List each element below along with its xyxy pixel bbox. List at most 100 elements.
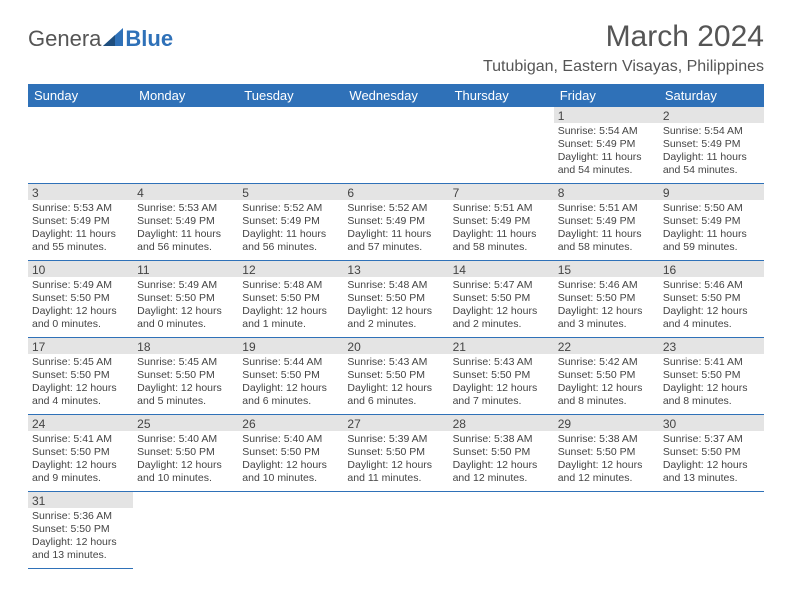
calendar-cell: 28Sunrise: 5:38 AMSunset: 5:50 PMDayligh… (449, 415, 554, 492)
sunset-text: Sunset: 5:50 PM (32, 523, 129, 536)
day-details: Sunrise: 5:36 AMSunset: 5:50 PMDaylight:… (28, 508, 133, 568)
calendar-cell: 16Sunrise: 5:46 AMSunset: 5:50 PMDayligh… (659, 261, 764, 338)
calendar-cell: 26Sunrise: 5:40 AMSunset: 5:50 PMDayligh… (238, 415, 343, 492)
sunset-text: Sunset: 5:50 PM (137, 369, 234, 382)
sunrise-text: Sunrise: 5:45 AM (32, 356, 129, 369)
sunset-text: Sunset: 5:49 PM (663, 215, 760, 228)
daylight-text: Daylight: 12 hours and 5 minutes. (137, 382, 234, 408)
calendar-cell: 10Sunrise: 5:49 AMSunset: 5:50 PMDayligh… (28, 261, 133, 338)
day-details: Sunrise: 5:53 AMSunset: 5:49 PMDaylight:… (28, 200, 133, 260)
page-title: March 2024 (483, 20, 764, 54)
sunrise-text: Sunrise: 5:40 AM (242, 433, 339, 446)
calendar-cell (133, 492, 238, 569)
sunrise-text: Sunrise: 5:52 AM (242, 202, 339, 215)
sunset-text: Sunset: 5:50 PM (242, 292, 339, 305)
day-details: Sunrise: 5:54 AMSunset: 5:49 PMDaylight:… (659, 123, 764, 183)
day-details: Sunrise: 5:40 AMSunset: 5:50 PMDaylight:… (238, 431, 343, 491)
daylight-text: Daylight: 12 hours and 1 minute. (242, 305, 339, 331)
daylight-text: Daylight: 11 hours and 56 minutes. (137, 228, 234, 254)
calendar-week-row: 1Sunrise: 5:54 AMSunset: 5:49 PMDaylight… (28, 107, 764, 184)
day-number: 2 (659, 107, 764, 123)
sunrise-text: Sunrise: 5:47 AM (453, 279, 550, 292)
calendar-cell: 3Sunrise: 5:53 AMSunset: 5:49 PMDaylight… (28, 184, 133, 261)
day-number: 29 (554, 415, 659, 431)
sunrise-text: Sunrise: 5:38 AM (558, 433, 655, 446)
sunrise-text: Sunrise: 5:36 AM (32, 510, 129, 523)
calendar-cell: 22Sunrise: 5:42 AMSunset: 5:50 PMDayligh… (554, 338, 659, 415)
sunrise-text: Sunrise: 5:46 AM (558, 279, 655, 292)
day-details: Sunrise: 5:41 AMSunset: 5:50 PMDaylight:… (659, 354, 764, 414)
calendar-week-row: 3Sunrise: 5:53 AMSunset: 5:49 PMDaylight… (28, 184, 764, 261)
sunset-text: Sunset: 5:50 PM (558, 369, 655, 382)
day-number: 31 (28, 492, 133, 508)
calendar-cell: 4Sunrise: 5:53 AMSunset: 5:49 PMDaylight… (133, 184, 238, 261)
day-details (238, 123, 343, 181)
day-details: Sunrise: 5:52 AMSunset: 5:49 PMDaylight:… (238, 200, 343, 260)
day-header: Friday (554, 84, 659, 107)
day-header: Tuesday (238, 84, 343, 107)
sunset-text: Sunset: 5:49 PM (663, 138, 760, 151)
calendar-cell: 9Sunrise: 5:50 AMSunset: 5:49 PMDaylight… (659, 184, 764, 261)
day-details (449, 508, 554, 566)
day-number: 27 (343, 415, 448, 431)
calendar-cell (343, 107, 448, 184)
day-number: 30 (659, 415, 764, 431)
daylight-text: Daylight: 12 hours and 12 minutes. (453, 459, 550, 485)
day-number: 6 (343, 184, 448, 200)
sunrise-text: Sunrise: 5:40 AM (137, 433, 234, 446)
daylight-text: Daylight: 11 hours and 57 minutes. (347, 228, 444, 254)
sunset-text: Sunset: 5:50 PM (32, 446, 129, 459)
calendar-cell (238, 492, 343, 569)
calendar-week-row: 10Sunrise: 5:49 AMSunset: 5:50 PMDayligh… (28, 261, 764, 338)
calendar-cell: 17Sunrise: 5:45 AMSunset: 5:50 PMDayligh… (28, 338, 133, 415)
calendar-cell: 7Sunrise: 5:51 AMSunset: 5:49 PMDaylight… (449, 184, 554, 261)
day-number: 18 (133, 338, 238, 354)
sunrise-text: Sunrise: 5:53 AM (32, 202, 129, 215)
daylight-text: Daylight: 12 hours and 6 minutes. (347, 382, 444, 408)
day-number: 3 (28, 184, 133, 200)
day-details: Sunrise: 5:40 AMSunset: 5:50 PMDaylight:… (133, 431, 238, 491)
day-details: Sunrise: 5:43 AMSunset: 5:50 PMDaylight:… (449, 354, 554, 414)
day-number: 11 (133, 261, 238, 277)
day-details: Sunrise: 5:45 AMSunset: 5:50 PMDaylight:… (133, 354, 238, 414)
daylight-text: Daylight: 12 hours and 6 minutes. (242, 382, 339, 408)
sunrise-text: Sunrise: 5:49 AM (32, 279, 129, 292)
calendar-week-row: 24Sunrise: 5:41 AMSunset: 5:50 PMDayligh… (28, 415, 764, 492)
calendar-cell: 15Sunrise: 5:46 AMSunset: 5:50 PMDayligh… (554, 261, 659, 338)
logo-triangle-icon (103, 26, 123, 52)
day-number (238, 107, 343, 123)
day-number: 25 (133, 415, 238, 431)
daylight-text: Daylight: 11 hours and 59 minutes. (663, 228, 760, 254)
calendar-cell: 23Sunrise: 5:41 AMSunset: 5:50 PMDayligh… (659, 338, 764, 415)
sunset-text: Sunset: 5:49 PM (242, 215, 339, 228)
sunrise-text: Sunrise: 5:51 AM (558, 202, 655, 215)
calendar-cell: 12Sunrise: 5:48 AMSunset: 5:50 PMDayligh… (238, 261, 343, 338)
calendar-cell: 11Sunrise: 5:49 AMSunset: 5:50 PMDayligh… (133, 261, 238, 338)
day-number: 10 (28, 261, 133, 277)
sunset-text: Sunset: 5:50 PM (242, 446, 339, 459)
day-details (659, 508, 764, 566)
sunrise-text: Sunrise: 5:54 AM (558, 125, 655, 138)
daylight-text: Daylight: 12 hours and 7 minutes. (453, 382, 550, 408)
day-details (449, 123, 554, 181)
day-details: Sunrise: 5:51 AMSunset: 5:49 PMDaylight:… (449, 200, 554, 260)
daylight-text: Daylight: 12 hours and 2 minutes. (453, 305, 550, 331)
sunset-text: Sunset: 5:50 PM (453, 292, 550, 305)
sunrise-text: Sunrise: 5:48 AM (347, 279, 444, 292)
calendar-cell: 30Sunrise: 5:37 AMSunset: 5:50 PMDayligh… (659, 415, 764, 492)
sunrise-text: Sunrise: 5:54 AM (663, 125, 760, 138)
daylight-text: Daylight: 12 hours and 8 minutes. (558, 382, 655, 408)
day-number (133, 492, 238, 508)
calendar-cell (133, 107, 238, 184)
calendar-cell: 21Sunrise: 5:43 AMSunset: 5:50 PMDayligh… (449, 338, 554, 415)
day-header: Thursday (449, 84, 554, 107)
day-number: 12 (238, 261, 343, 277)
sunset-text: Sunset: 5:50 PM (347, 369, 444, 382)
calendar-cell: 5Sunrise: 5:52 AMSunset: 5:49 PMDaylight… (238, 184, 343, 261)
day-number (238, 492, 343, 508)
sunrise-text: Sunrise: 5:53 AM (137, 202, 234, 215)
calendar-cell (28, 107, 133, 184)
day-details: Sunrise: 5:50 AMSunset: 5:49 PMDaylight:… (659, 200, 764, 260)
day-number: 9 (659, 184, 764, 200)
day-header: Saturday (659, 84, 764, 107)
